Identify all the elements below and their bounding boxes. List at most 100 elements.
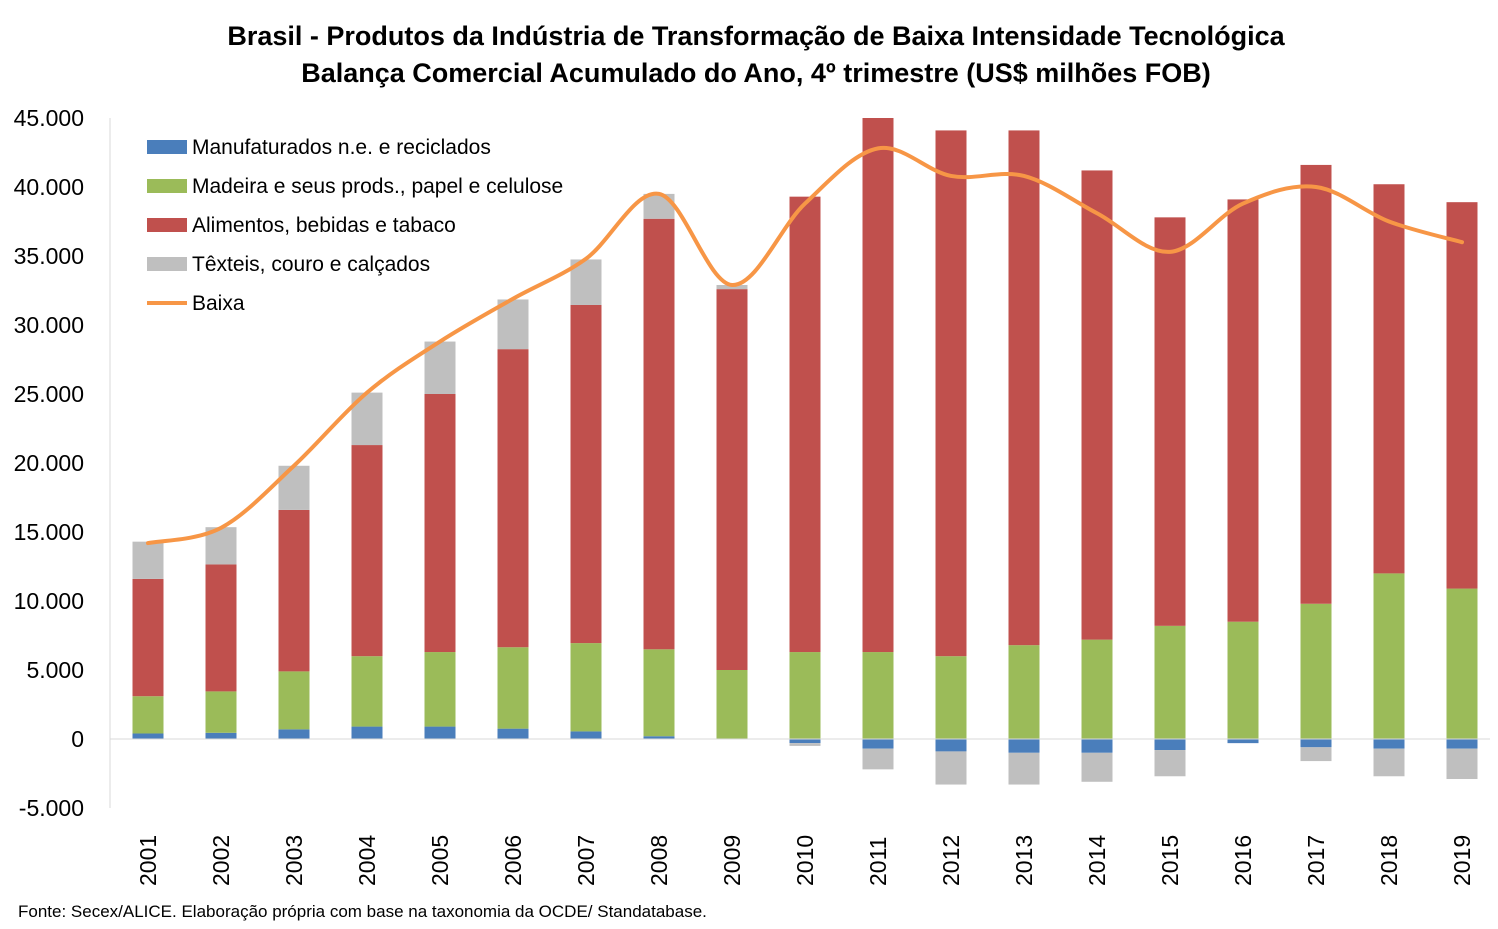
bar-segment — [862, 748, 894, 770]
x-tick-label: 2015 — [1157, 835, 1183, 886]
bar-segment — [1008, 645, 1040, 739]
bar-segment — [862, 652, 894, 739]
x-tick-label: 2007 — [573, 835, 599, 886]
bar-segment — [1446, 739, 1478, 749]
bar-segment — [205, 732, 237, 739]
legend-label: Madeira e seus prods., papel e celulose — [192, 175, 563, 198]
bar-segment — [1373, 739, 1405, 749]
x-tick-label: 2018 — [1376, 835, 1402, 886]
y-tick-label: 5.000 — [26, 657, 84, 683]
y-tick-label: 30.000 — [14, 312, 84, 338]
y-tick-label: 40.000 — [14, 174, 84, 200]
x-tick-label: 2016 — [1230, 835, 1256, 886]
bar-segment — [278, 465, 310, 510]
legend-swatch — [147, 257, 187, 271]
bar-segment — [497, 349, 529, 648]
legend-label: Alimentos, bebidas e tabaco — [192, 214, 456, 237]
bar-segment — [205, 691, 237, 733]
legend-swatch — [147, 140, 187, 154]
x-tick-label: 2014 — [1084, 835, 1110, 886]
bar-segment — [1446, 748, 1478, 780]
bar-segment — [1227, 621, 1259, 739]
bar-segment — [1008, 752, 1040, 785]
x-tick-label: 2005 — [427, 835, 453, 886]
line-layer — [146, 145, 1464, 546]
y-tick-label: -5.000 — [19, 795, 84, 821]
y-tick-label: 0 — [71, 726, 84, 752]
bar-segment — [1154, 217, 1186, 626]
bar-segment — [1446, 202, 1478, 589]
bar-segment — [278, 729, 310, 739]
bar-segment — [1154, 625, 1186, 739]
bar-segment — [132, 733, 164, 739]
bar-segment — [643, 649, 675, 737]
bar-segment — [351, 726, 383, 739]
source-note: Fonte: Secex/ALICE. Elaboração própria c… — [18, 902, 707, 921]
bar-segment — [1300, 603, 1332, 739]
x-tick-label: 2012 — [938, 835, 964, 886]
bar-segment — [1008, 130, 1040, 646]
bar-segment — [1300, 739, 1332, 748]
bar-segment — [278, 509, 310, 672]
bar-segment — [716, 289, 748, 670]
bar-segment — [497, 299, 529, 350]
bar-segment — [789, 743, 821, 746]
bar-segment — [1154, 750, 1186, 777]
bar-segment — [1227, 739, 1259, 744]
legend-swatch — [147, 179, 187, 193]
legend: Manufaturados n.e. e reciclados Madeira e… — [147, 136, 563, 315]
x-tick-label: 2001 — [135, 835, 161, 886]
bar-segment — [132, 696, 164, 734]
bar-segment — [1373, 573, 1405, 739]
bar-segment — [424, 726, 456, 739]
bar-segment — [1227, 199, 1259, 622]
bar-segment — [1081, 170, 1113, 640]
x-tick-label: 2019 — [1449, 835, 1475, 886]
legend-label: Baixa — [192, 292, 245, 315]
bar-segment — [1300, 164, 1332, 604]
bar-segment — [935, 130, 967, 657]
bar-segment — [716, 670, 748, 739]
y-tick-label: 15.000 — [14, 519, 84, 545]
y-tick-label: 35.000 — [14, 243, 84, 269]
bar-segment — [278, 671, 310, 730]
y-tick-label: 20.000 — [14, 450, 84, 476]
bar-segment — [935, 751, 967, 785]
x-tick-label: 2010 — [792, 835, 818, 886]
x-tick-label: 2003 — [281, 835, 307, 886]
bar-segment — [789, 652, 821, 739]
bar-segment — [935, 739, 967, 752]
y-tick-label: 45.000 — [14, 105, 84, 131]
chart-title-line-2: Balança Comercial Acumulado do Ano, 4º t… — [301, 58, 1211, 88]
bar-segment — [205, 564, 237, 692]
bar-segment — [643, 193, 675, 219]
bar-segment — [424, 394, 456, 653]
legend-label: Manufaturados n.e. e reciclados — [192, 136, 491, 159]
x-tick-label: 2009 — [719, 835, 745, 886]
y-axis: -5.000 0 5.000 10.000 15.000 20.000 25.000 30.0… — [14, 105, 111, 821]
bar-segment — [789, 739, 821, 744]
series-line-baixa — [146, 145, 1464, 546]
bar-segment — [497, 647, 529, 729]
bar-segment — [935, 656, 967, 739]
bar-segment — [789, 196, 821, 653]
bar-segment — [1446, 588, 1478, 739]
bar-segment — [132, 578, 164, 697]
bar-segment — [862, 118, 894, 653]
bar-segment — [862, 739, 894, 749]
bar-segment — [1300, 747, 1332, 762]
bar-segment — [643, 218, 675, 650]
bar-segment — [1154, 739, 1186, 751]
bar-segment — [570, 731, 602, 739]
bar-segment — [570, 643, 602, 732]
x-axis: 2001 2002 2003 2004 2005 2006 2007 2008 2009 2010… — [135, 835, 1475, 886]
legend-swatch — [147, 218, 187, 232]
y-tick-label: 10.000 — [14, 588, 84, 614]
x-tick-label: 2011 — [865, 837, 891, 886]
bar-segment — [1008, 739, 1040, 753]
chart-title: Brasil - Produtos da Indústria de Transf… — [0, 18, 1498, 92]
legend-label: Têxteis, couro e calçados — [192, 253, 430, 276]
bar-layer — [110, 118, 1490, 785]
bar-segment — [716, 284, 748, 290]
